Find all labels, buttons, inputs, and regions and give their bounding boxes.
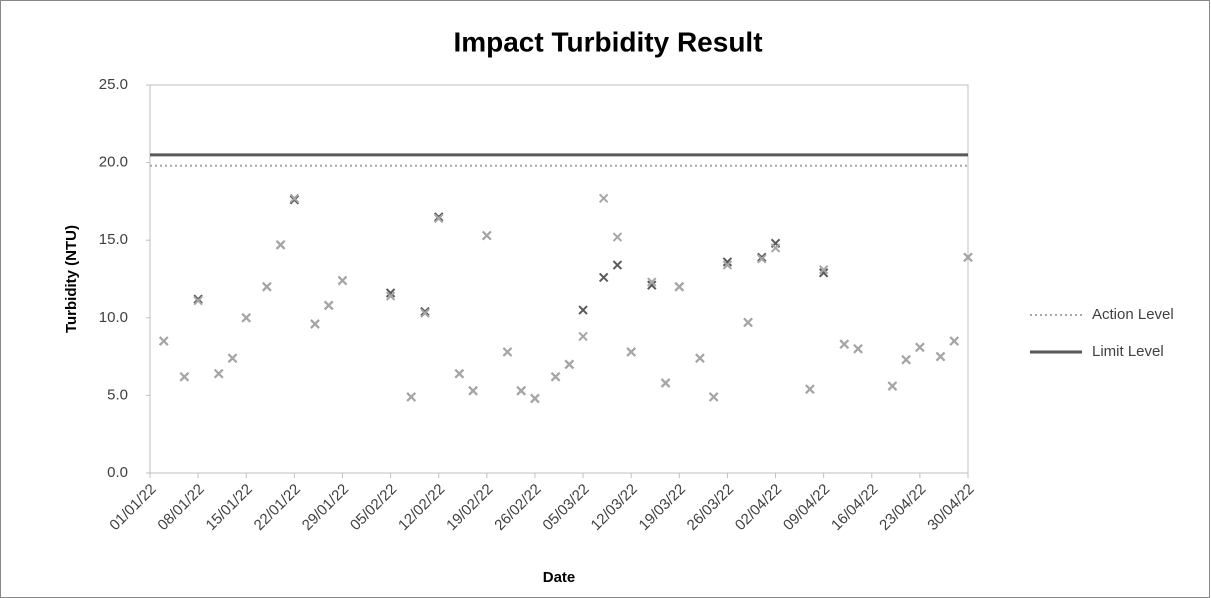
x-axis-label: Date — [543, 569, 576, 586]
point — [468, 386, 478, 396]
point — [262, 282, 272, 292]
y-tick-label: 5.0 — [107, 386, 128, 403]
point — [578, 331, 588, 342]
point — [193, 296, 203, 306]
y-tick-label: 25.0 — [99, 76, 128, 93]
point — [949, 336, 959, 346]
point — [454, 368, 465, 379]
point — [420, 306, 430, 317]
point — [598, 193, 609, 204]
point — [385, 291, 396, 301]
point — [433, 212, 444, 222]
point — [647, 280, 657, 290]
point — [516, 386, 526, 396]
point — [743, 317, 753, 328]
y-tick-label: 20.0 — [99, 154, 128, 171]
point — [915, 342, 925, 352]
point — [660, 378, 671, 388]
point — [598, 272, 609, 283]
point — [612, 260, 623, 270]
point — [757, 254, 767, 264]
y-tick-label: 15.0 — [99, 231, 128, 248]
y-axis-label: Turbidity (NTU) — [63, 225, 80, 333]
point — [502, 347, 513, 357]
point — [159, 336, 169, 346]
point — [578, 305, 588, 315]
point — [805, 384, 815, 394]
point — [818, 268, 829, 278]
point — [722, 260, 733, 270]
point — [420, 308, 430, 318]
point — [839, 339, 849, 349]
point — [901, 354, 911, 365]
point — [241, 313, 251, 323]
point — [530, 393, 540, 404]
point — [289, 195, 300, 205]
point — [550, 372, 561, 382]
point — [179, 372, 190, 382]
point — [214, 368, 224, 379]
point — [406, 392, 416, 402]
point — [963, 252, 973, 262]
point — [818, 264, 829, 275]
point — [612, 232, 623, 242]
point — [708, 392, 719, 402]
point — [757, 252, 767, 262]
point — [935, 351, 946, 362]
point — [275, 240, 286, 250]
point — [564, 359, 575, 370]
point — [626, 347, 636, 357]
y-tick-label: 10.0 — [99, 309, 128, 326]
point — [674, 282, 685, 292]
point — [310, 319, 320, 329]
point — [337, 275, 348, 286]
point — [289, 193, 300, 204]
point — [695, 353, 705, 363]
point — [722, 257, 733, 267]
point — [853, 344, 863, 354]
point — [770, 243, 781, 253]
point — [433, 213, 444, 224]
point — [385, 288, 396, 298]
point — [227, 353, 238, 363]
legend-label: Action Level — [1092, 306, 1174, 323]
point — [324, 300, 334, 311]
point — [647, 277, 657, 287]
y-tick-label: 0.0 — [107, 464, 128, 481]
point — [887, 381, 898, 391]
chart-title: Impact Turbidity Result — [453, 26, 762, 57]
point — [482, 230, 492, 241]
plot-area — [149, 84, 969, 474]
point — [193, 294, 203, 304]
legend-label: Limit Level — [1092, 343, 1164, 360]
